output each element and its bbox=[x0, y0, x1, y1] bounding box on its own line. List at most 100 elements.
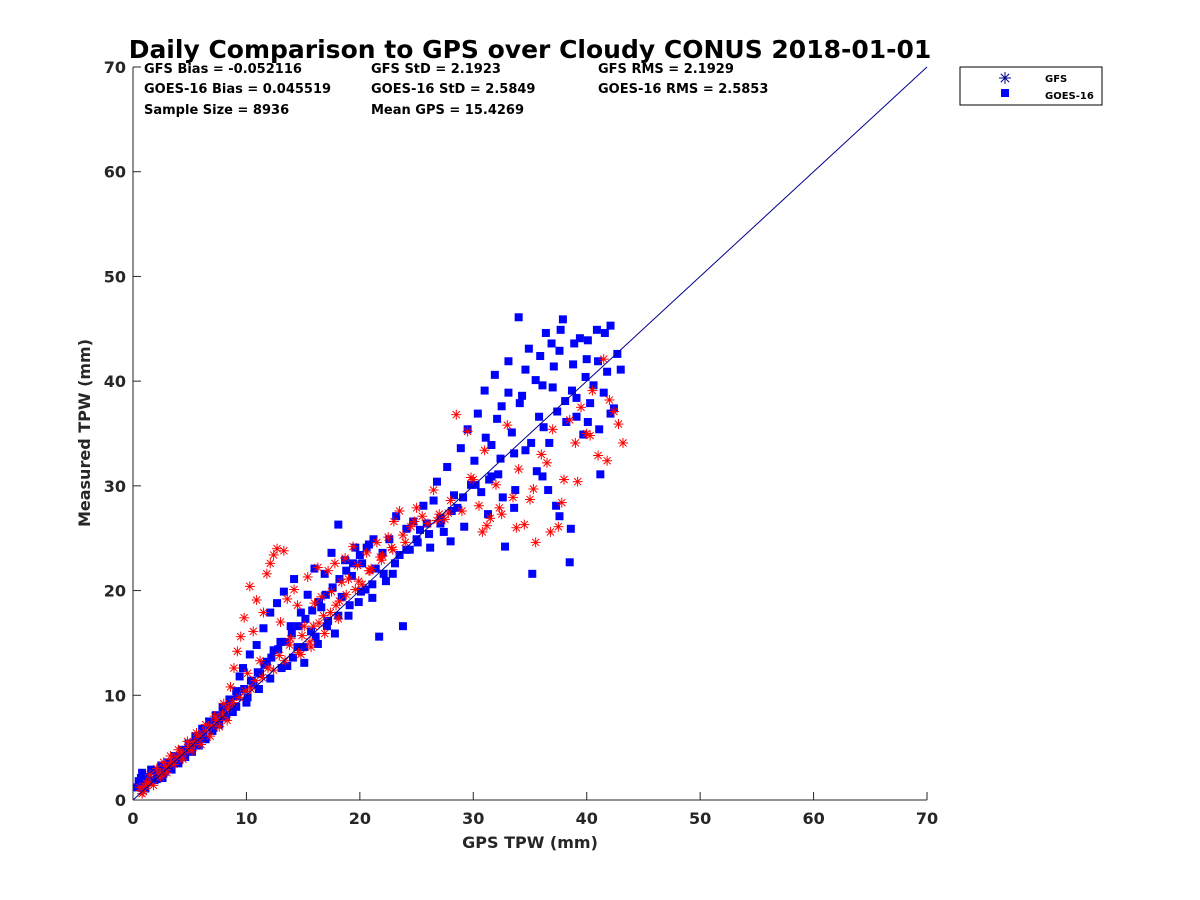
gfs-point bbox=[570, 437, 581, 448]
gfs-point bbox=[365, 565, 376, 576]
gfs-point bbox=[137, 788, 148, 799]
goes16-point bbox=[242, 698, 251, 707]
goes16-point bbox=[496, 454, 505, 463]
gfs-point bbox=[443, 508, 454, 519]
gfs-point bbox=[293, 647, 304, 658]
goes16-point bbox=[232, 702, 241, 711]
gfs-point bbox=[547, 424, 558, 435]
goes16-point bbox=[515, 399, 524, 408]
y-tick-label: 50 bbox=[104, 267, 126, 286]
gfs-point bbox=[225, 681, 236, 692]
goes16-point bbox=[446, 537, 455, 546]
gfs-point bbox=[272, 543, 283, 554]
gfs-point bbox=[340, 553, 351, 564]
goes16-point bbox=[138, 768, 147, 777]
goes16-point bbox=[524, 344, 533, 353]
gfs-point bbox=[244, 581, 255, 592]
goes16-point bbox=[274, 645, 283, 654]
goes16-point bbox=[586, 399, 595, 408]
gfs-point bbox=[556, 497, 567, 508]
goes16-point bbox=[549, 362, 558, 371]
goes16-point bbox=[425, 530, 434, 539]
goes16-point bbox=[294, 622, 303, 631]
gfs-point bbox=[145, 769, 156, 780]
axis-ticks: 0 10 20 30 40 50 60 70 0 10 20 30 40 50 60 70 bbox=[104, 58, 938, 828]
legend-gfs-label: GFS bbox=[1045, 74, 1067, 85]
goes16-point bbox=[315, 598, 324, 607]
goes16-point bbox=[432, 477, 441, 486]
goes16-point bbox=[288, 653, 297, 662]
gfs-point bbox=[232, 646, 243, 657]
stat-goes-bias: GOES-16 Bias = 0.045519 bbox=[144, 82, 331, 97]
stat-gfs-bias: GFS Bias = -0.052116 bbox=[144, 62, 302, 77]
gfs-point bbox=[140, 781, 151, 792]
gfs-point bbox=[553, 521, 564, 532]
gfs-point bbox=[341, 589, 352, 600]
stat-mean-gps: Mean GPS = 15.4269 bbox=[371, 103, 524, 118]
gfs-point bbox=[222, 715, 233, 726]
gfs-point bbox=[479, 445, 490, 456]
goes16-point bbox=[375, 632, 384, 641]
gfs-point bbox=[308, 621, 319, 632]
goes16-point bbox=[589, 381, 598, 390]
stats-block: GFS Bias = -0.052116 GOES-16 Bias = 0.04… bbox=[144, 62, 768, 118]
gfs-point bbox=[397, 530, 408, 541]
gfs-point bbox=[248, 626, 259, 637]
goes16-point bbox=[266, 674, 275, 683]
gfs-point bbox=[251, 594, 262, 605]
legend-gfs-asterisk bbox=[999, 72, 1011, 84]
gfs-point bbox=[331, 600, 342, 611]
x-tick-label: 40 bbox=[576, 809, 598, 828]
goes16-point bbox=[562, 417, 571, 426]
y-tick-label: 20 bbox=[104, 582, 126, 601]
gfs-point bbox=[274, 650, 285, 661]
gfs-point bbox=[239, 612, 250, 623]
gfs-point bbox=[422, 518, 433, 529]
gfs-point bbox=[292, 600, 303, 611]
goes16-point bbox=[151, 766, 160, 775]
gfs-point bbox=[490, 479, 501, 490]
gfs-point bbox=[593, 450, 604, 461]
gfs-point bbox=[530, 537, 541, 548]
gfs-point bbox=[431, 515, 442, 526]
x-tick-label: 0 bbox=[127, 809, 138, 828]
gfs-point bbox=[572, 476, 583, 487]
goes16-point bbox=[538, 381, 547, 390]
x-tick-label: 30 bbox=[462, 809, 484, 828]
goes16-point bbox=[165, 763, 174, 772]
goes16-point bbox=[220, 713, 229, 722]
goes16-point bbox=[569, 360, 578, 369]
gfs-point bbox=[405, 521, 416, 532]
legend-goes-marker bbox=[1001, 89, 1009, 97]
gfs-point bbox=[309, 598, 320, 609]
gfs-point bbox=[564, 414, 575, 425]
gfs-point bbox=[445, 495, 456, 506]
goes16-point bbox=[349, 559, 358, 568]
goes16-point bbox=[356, 587, 365, 596]
goes16-point bbox=[379, 569, 388, 578]
gfs-point bbox=[165, 751, 176, 762]
x-tick-label: 20 bbox=[349, 809, 371, 828]
gfs-point bbox=[559, 474, 570, 485]
goes16-point bbox=[324, 616, 333, 625]
goes16-point bbox=[402, 524, 411, 533]
stat-gfs-std: GFS StD = 2.1923 bbox=[371, 62, 501, 77]
goes16-point bbox=[439, 527, 448, 536]
gfs-point bbox=[299, 621, 310, 632]
goes16-point bbox=[501, 542, 510, 551]
goes16-point bbox=[616, 365, 625, 374]
gfs-point bbox=[326, 586, 337, 597]
goes16-point bbox=[473, 409, 482, 418]
gfs-point bbox=[507, 492, 518, 503]
goes16-point bbox=[566, 524, 575, 533]
goes16-point bbox=[276, 637, 285, 646]
gfs-point bbox=[155, 768, 166, 779]
gfs-point bbox=[451, 409, 462, 420]
goes16-point bbox=[594, 357, 603, 366]
goes16-point bbox=[545, 438, 554, 447]
goes16-point bbox=[337, 592, 346, 601]
gfs-point bbox=[388, 516, 399, 527]
gfs-point bbox=[477, 526, 488, 537]
gfs-point bbox=[494, 502, 505, 513]
gfs-point bbox=[485, 513, 496, 524]
